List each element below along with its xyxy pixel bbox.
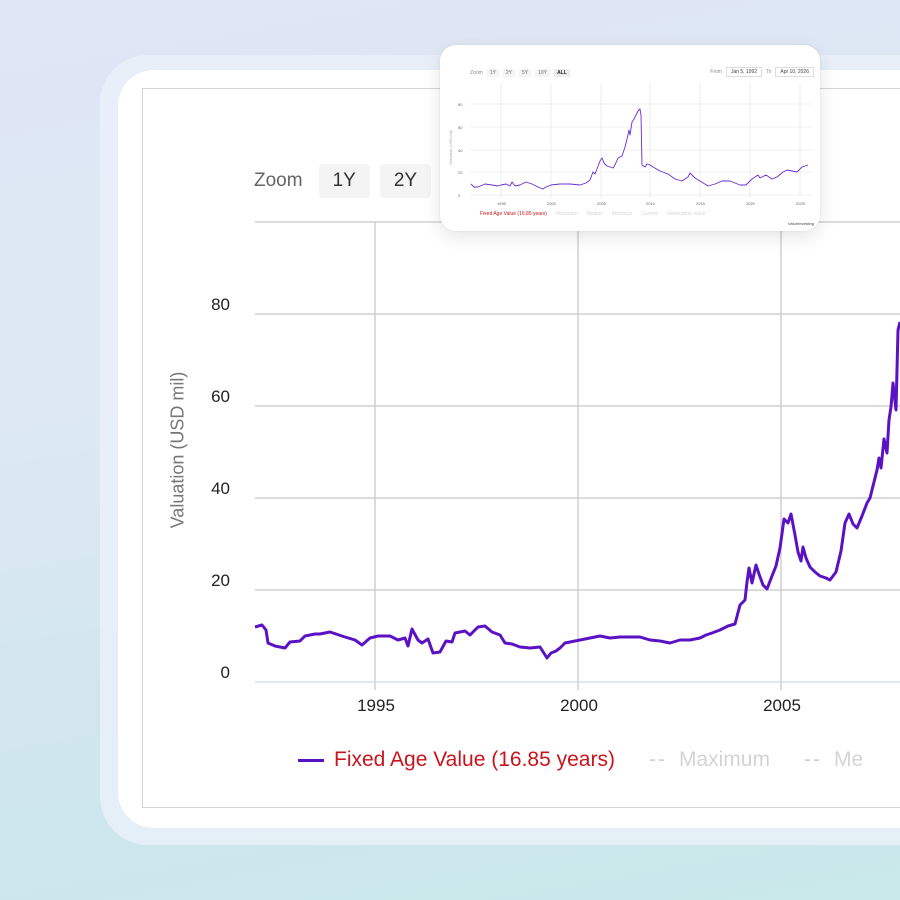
legend-label: Me — [833, 748, 864, 771]
gridlines — [255, 221, 900, 690]
inset-y-tick-0: 0 — [458, 193, 461, 198]
inset-x-tick: 2025 — [796, 201, 806, 206]
y-tick-40: 40 — [211, 479, 230, 498]
x-tick-1995: 1995 — [357, 696, 395, 715]
y-tick-0: 0 — [220, 663, 230, 682]
inset-zoom-label: Zoom — [470, 70, 483, 76]
overview-inset: Zoom 1Y 2Y 5Y 10Y ALL From Jan 5, 1992 T… — [440, 45, 820, 231]
legend-item-median[interactable]: -- Me — [804, 748, 863, 772]
inset-plot-area: 0 20 40 60 80 1995 2000 2005 2010 2015 2… — [448, 83, 812, 206]
to-label: To — [766, 69, 772, 75]
inset-zoom-1y[interactable]: 1Y — [486, 69, 499, 77]
inset-x-tick: 1995 — [497, 201, 507, 206]
inset-legend-median[interactable]: Median — [586, 211, 603, 217]
inset-x-tick: 2005 — [597, 201, 607, 206]
inset-y-tick-80: 80 — [458, 102, 463, 107]
inset-y-axis-title: Valuation (USD mil) — [448, 130, 453, 165]
inset-y-tick-40: 40 — [458, 148, 463, 153]
dashed-line-icon: -- — [648, 748, 667, 771]
inset-legend-fixed-age-value[interactable]: Fixed Age Value (16.85 years) — [480, 211, 547, 217]
to-date-input[interactable]: Apr 10, 2026 — [775, 67, 814, 77]
from-date-input[interactable]: Jan 5, 1992 — [725, 67, 763, 77]
legend-label: Fixed Age Value (16.85 years) — [334, 748, 615, 771]
legend-item-maximum[interactable]: -- Maximum — [649, 748, 770, 772]
inset-zoom-2y[interactable]: 2Y — [502, 69, 516, 77]
zoom-label: Zoom — [254, 170, 303, 191]
solid-line-icon — [298, 758, 324, 762]
legend-item-fixed-age-value[interactable]: Fixed Age Value (16.85 years) — [298, 748, 615, 772]
chart-legend: Fixed Age Value (16.85 years) -- Maximum… — [298, 748, 897, 772]
legend-label: Maximum — [678, 748, 770, 771]
inset-zoom-bar: Zoom 1Y 2Y 5Y 10Y ALL — [470, 69, 570, 77]
inset-date-range: From Jan 5, 1992 To Apr 10, 2026 — [710, 67, 814, 77]
y-tick-80: 80 — [211, 295, 230, 314]
inset-fixed-age-value-line — [470, 108, 809, 190]
zoom-bar: Zoom 1Y 2Y — [254, 164, 432, 198]
inset-legend-minimum[interactable]: Minimum — [611, 211, 633, 217]
inset-x-tick: 2000 — [547, 201, 557, 206]
inset-zoom-10y[interactable]: 10Y — [535, 69, 551, 77]
x-tick-2000: 2000 — [560, 696, 598, 715]
inset-x-tick: 2015 — [696, 201, 706, 206]
inset-zoom-all[interactable]: ALL — [554, 69, 570, 77]
inset-credit: ValueInvesting — [788, 221, 814, 226]
dashed-line-icon: -- — [803, 748, 822, 771]
inset-y-tick-60: 60 — [458, 125, 463, 130]
zoom-1y-button[interactable]: 1Y — [318, 164, 370, 198]
inset-x-tick: 2020 — [746, 201, 756, 206]
inset-legend-current[interactable]: Current — [641, 211, 658, 217]
inset-legend-generation-value[interactable]: Generation Value — [666, 211, 706, 217]
x-tick-2005: 2005 — [763, 696, 801, 715]
inset-legend: Fixed Age Value (16.85 years) Maximum Me… — [480, 211, 705, 217]
fixed-age-value-line — [254, 321, 900, 660]
inset-zoom-5y[interactable]: 5Y — [519, 69, 532, 77]
inset-y-tick-20: 20 — [458, 170, 463, 175]
inset-legend-maximum[interactable]: Maximum — [555, 211, 578, 217]
inset-x-tick: 2010 — [646, 201, 656, 206]
y-tick-20: 20 — [211, 571, 230, 590]
from-label: From — [710, 69, 722, 75]
y-tick-60: 60 — [211, 387, 230, 406]
zoom-2y-button[interactable]: 2Y — [379, 164, 432, 198]
